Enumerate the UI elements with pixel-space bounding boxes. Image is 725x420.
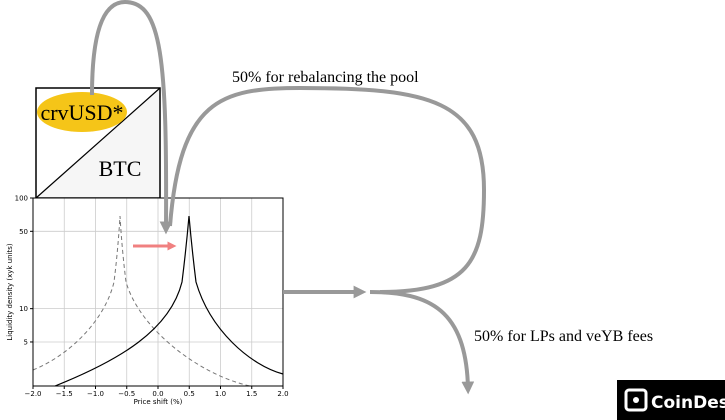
- x-tick-label: −0.5: [118, 390, 135, 398]
- rebalance-label: 50% for rebalancing the pool: [232, 69, 419, 86]
- pool-box: crvUSD* BTC: [35, 87, 161, 199]
- y-tick-label: 100: [15, 195, 28, 203]
- y-tick-label: 5: [24, 338, 28, 346]
- x-tick-label: 0.0: [152, 390, 163, 398]
- flow-arrows: [90, 0, 487, 395]
- lps-label: 50% for LPs and veYB fees: [474, 328, 653, 345]
- new-curve: [54, 215, 284, 387]
- old-curve: [32, 215, 251, 387]
- logo: CoinDes: [617, 380, 725, 420]
- x-tick-label: 2.0: [277, 390, 288, 398]
- token-bottom: BTC: [99, 156, 142, 181]
- y-tick-label: 50: [19, 228, 28, 236]
- x-tick-label: 1.5: [246, 390, 257, 398]
- x-tick-label: 1.0: [215, 390, 226, 398]
- logo-text: CoinDes: [651, 393, 725, 413]
- y-label: Liquidity density (xyk units): [6, 243, 14, 341]
- x-tick-label: −1.5: [56, 390, 73, 398]
- token-top: crvUSD*: [40, 100, 123, 125]
- liquidity-chart: −2.0 −1.5 −1.0 −0.5 0.0 0.5 1.0 1.5 2.051050100 …: [6, 195, 289, 407]
- x-tick-label: −2.0: [25, 390, 42, 398]
- x-tick-label: 0.5: [184, 390, 195, 398]
- x-tick-label: −1.0: [87, 390, 104, 398]
- x-label: Price shift (%): [134, 398, 183, 406]
- y-tick-label: 10: [19, 305, 28, 313]
